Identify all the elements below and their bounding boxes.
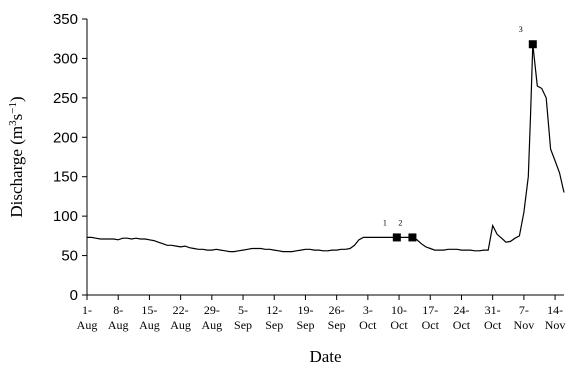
y-tick-label: 250 bbox=[53, 90, 78, 107]
x-tick-label-day: 19- bbox=[297, 303, 313, 317]
x-tick-label-day: 12- bbox=[266, 303, 282, 317]
x-tick-label-day: 3- bbox=[363, 303, 373, 317]
x-tick-label-day: 8- bbox=[113, 303, 123, 317]
x-tick-label-day: 1- bbox=[82, 303, 92, 317]
x-tick-label-month: Oct bbox=[484, 318, 502, 332]
y-ticks: 0 50 100 150 200 250 300 350 bbox=[53, 11, 87, 304]
sample-marker bbox=[408, 233, 417, 242]
x-tick-label-month: Nov bbox=[514, 318, 535, 332]
x-tick-label-day: 15- bbox=[141, 303, 157, 317]
y-tick-label: 100 bbox=[53, 208, 78, 225]
x-tick-label-day: 5- bbox=[238, 303, 248, 317]
y-tick-label: 50 bbox=[61, 248, 78, 265]
x-tick-label-day: 14- bbox=[547, 303, 563, 317]
x-tick-label-month: Aug bbox=[77, 318, 98, 332]
x-tick-label-month: Oct bbox=[453, 318, 471, 332]
x-tick-label-month: Aug bbox=[108, 318, 129, 332]
x-tick-label-day: 31- bbox=[485, 303, 501, 317]
x-tick-label-month: Aug bbox=[201, 318, 222, 332]
x-tick-label-month: Oct bbox=[359, 318, 377, 332]
x-tick-label-day: 24- bbox=[453, 303, 469, 317]
sample-marker-label: 2 bbox=[398, 218, 402, 227]
sample-marker bbox=[392, 233, 401, 242]
x-tick-label-month: Oct bbox=[390, 318, 408, 332]
y-tick-label: 200 bbox=[53, 129, 78, 146]
discharge-series-line bbox=[87, 44, 565, 253]
y-axis-title: Discharge (m3s−1) bbox=[7, 96, 26, 217]
y-title-sup2: −1 bbox=[7, 102, 19, 114]
x-tick-label-month: Sep bbox=[328, 318, 346, 332]
y-tick-label: 350 bbox=[53, 11, 78, 28]
y-title-sup1: 3 bbox=[7, 120, 19, 126]
sample-marker bbox=[528, 40, 537, 49]
x-tick-label-day: 17- bbox=[422, 303, 438, 317]
x-tick-label-month: Sep bbox=[265, 318, 283, 332]
y-axis: 0 50 100 150 200 250 300 350 bbox=[53, 11, 88, 304]
x-tick-label-day: 7- bbox=[519, 303, 529, 317]
plot-area: 1 2 3 bbox=[87, 25, 565, 253]
x-axis-title: Date bbox=[309, 347, 341, 366]
x-tick-label-day: 10- bbox=[391, 303, 407, 317]
x-tick-label-month: Nov bbox=[545, 318, 566, 332]
x-tick-label-day: 26- bbox=[329, 303, 345, 317]
x-ticks: 1-Aug8-Aug15-Aug22-Aug29-Aug5-Sep12-Sep1… bbox=[77, 295, 566, 332]
y-tick-label: 300 bbox=[53, 50, 78, 67]
x-tick-label-month: Sep bbox=[296, 318, 314, 332]
sample-marker-label: 1 bbox=[383, 218, 387, 227]
y-tick-label: 150 bbox=[53, 169, 78, 186]
sample-marker-label: 3 bbox=[519, 25, 523, 34]
x-tick-label-day: 29- bbox=[204, 303, 220, 317]
x-tick-label-day: 22- bbox=[173, 303, 189, 317]
x-tick-label-month: Aug bbox=[170, 318, 191, 332]
y-title-mid: s bbox=[7, 114, 26, 121]
x-tick-label-month: Sep bbox=[234, 318, 252, 332]
y-title-main: Discharge (m bbox=[7, 126, 26, 218]
x-axis: 1-Aug8-Aug15-Aug22-Aug29-Aug5-Sep12-Sep1… bbox=[77, 294, 566, 332]
sample-markers: 1 2 3 bbox=[383, 25, 537, 242]
x-tick-label-month: Aug bbox=[139, 318, 160, 332]
y-tick-label: 0 bbox=[70, 287, 78, 304]
x-tick-label-month: Oct bbox=[422, 318, 440, 332]
y-title-end: ) bbox=[7, 96, 26, 102]
